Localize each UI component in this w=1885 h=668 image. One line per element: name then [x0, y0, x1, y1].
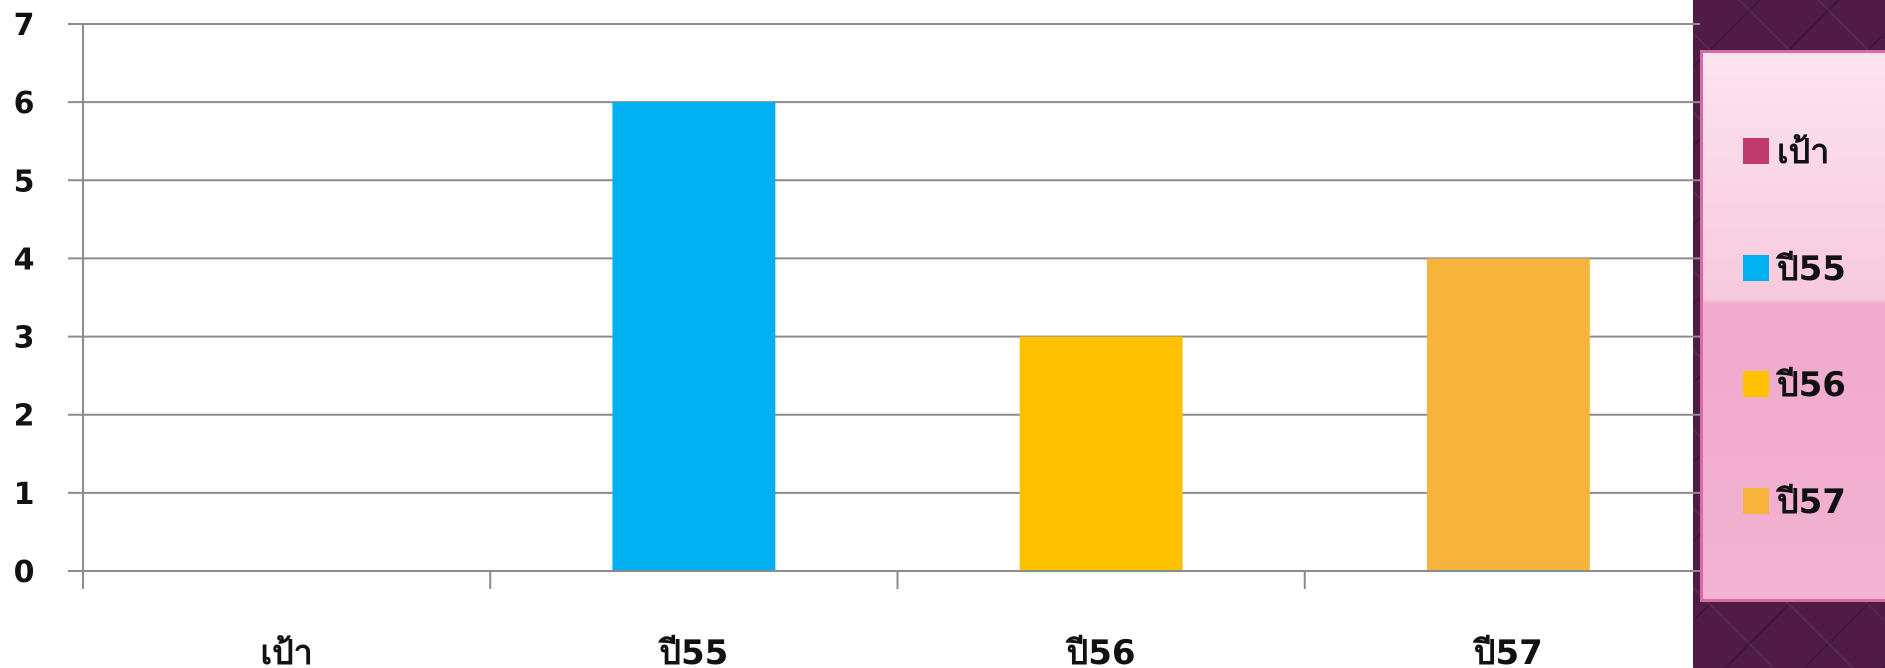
legend-swatch-y55	[1743, 254, 1769, 281]
y-tick-label: 3	[14, 321, 35, 356]
y-tick-label: 0	[14, 555, 35, 590]
x-category-label: ปี57	[1472, 633, 1543, 668]
legend-label-target: เป้า	[1777, 132, 1830, 173]
x-category-label: ปี55	[658, 633, 729, 668]
bar	[1019, 336, 1183, 571]
legend-label-y56: ปี56	[1777, 365, 1846, 406]
y-tick-label: 5	[14, 164, 35, 199]
x-category-label: ปี56	[1065, 633, 1136, 668]
legend-item-target: เป้า	[1703, 131, 1885, 172]
legend-item-y56: ปี56	[1703, 364, 1885, 405]
bar	[1426, 258, 1590, 571]
y-tick-label: 2	[14, 399, 35, 434]
legend-label-y55: ปี55	[1777, 248, 1846, 289]
legend-swatch-y56	[1743, 371, 1769, 398]
chart-legend: เป้า ปี55 ปี56 ปี57	[1700, 50, 1885, 602]
bar	[612, 102, 776, 572]
y-tick-label: 1	[14, 477, 35, 512]
legend-item-y55: ปี55	[1703, 248, 1885, 289]
y-tick-label: 7	[14, 8, 35, 43]
y-tick-label: 4	[14, 242, 35, 277]
legend-swatch-y57	[1743, 487, 1769, 514]
legend-item-y57: ปี57	[1703, 481, 1885, 522]
x-category-label: เป้า	[260, 633, 312, 668]
legend-swatch-target	[1743, 138, 1769, 165]
legend-label-y57: ปี57	[1777, 481, 1846, 522]
y-tick-label: 6	[14, 86, 35, 121]
bar-chart: 0 1 2 3 4 5 6 7 เป้า ปี55 ปี56 ปี57	[14, 8, 1700, 668]
